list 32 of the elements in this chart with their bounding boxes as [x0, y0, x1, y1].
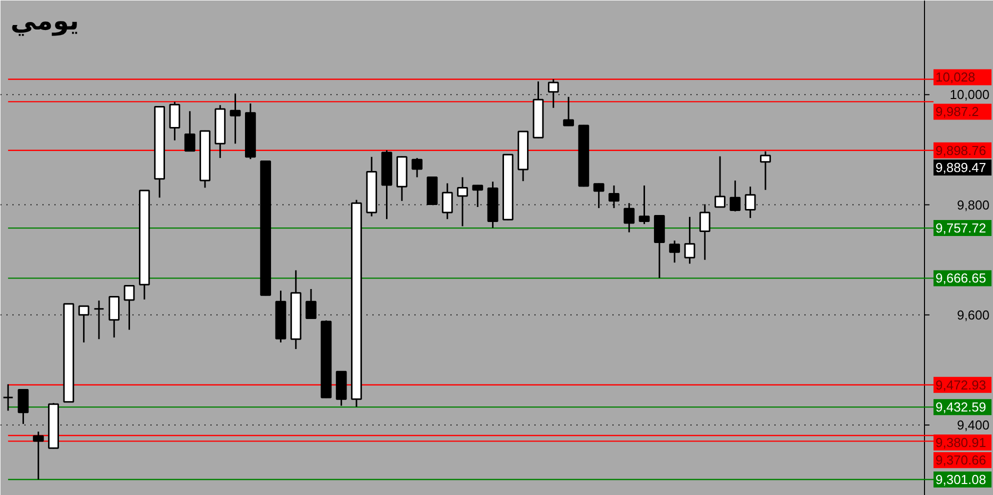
candlestick	[18, 388, 29, 425]
ref-line-label: 9,757.72	[936, 220, 986, 236]
ref-line-label: 9,898.76	[936, 142, 986, 158]
legend-label: 9,370.66	[936, 452, 986, 468]
candlestick	[184, 110, 196, 152]
y-tick-label: 9,400	[956, 418, 990, 433]
ref-line-label: 9,301.08	[936, 472, 986, 487]
y-tick-label: 10,000	[950, 87, 990, 102]
chart-title: يومي	[10, 6, 79, 36]
candlestick	[306, 288, 316, 320]
ref-line-label: 9,666.65	[936, 270, 986, 286]
candlestick	[760, 150, 771, 191]
candlestick	[669, 240, 680, 264]
y-tick-label: 9,600	[956, 307, 990, 322]
candlestick	[457, 176, 468, 227]
candlestick	[563, 96, 574, 127]
candlestick	[169, 101, 180, 142]
text: 9,889.47	[936, 160, 986, 176]
ref-line-label: 9,432.59	[936, 400, 986, 415]
ref-line-label: 10,028	[936, 70, 976, 85]
candlestick	[730, 180, 741, 212]
candlestick	[2, 384, 14, 412]
ref-line-label: 9,472.93	[936, 377, 986, 392]
ref-line-label: 9,987.2	[936, 104, 979, 120]
candlestick	[32, 430, 44, 480]
candlestick	[412, 157, 423, 178]
candlestick	[548, 78, 559, 109]
candlestick	[230, 92, 241, 144]
y-tick-label: 9,800	[956, 197, 990, 212]
candlestick	[684, 216, 696, 264]
candlestick	[442, 182, 453, 220]
ref-line-label: 9,380.91	[936, 435, 986, 450]
